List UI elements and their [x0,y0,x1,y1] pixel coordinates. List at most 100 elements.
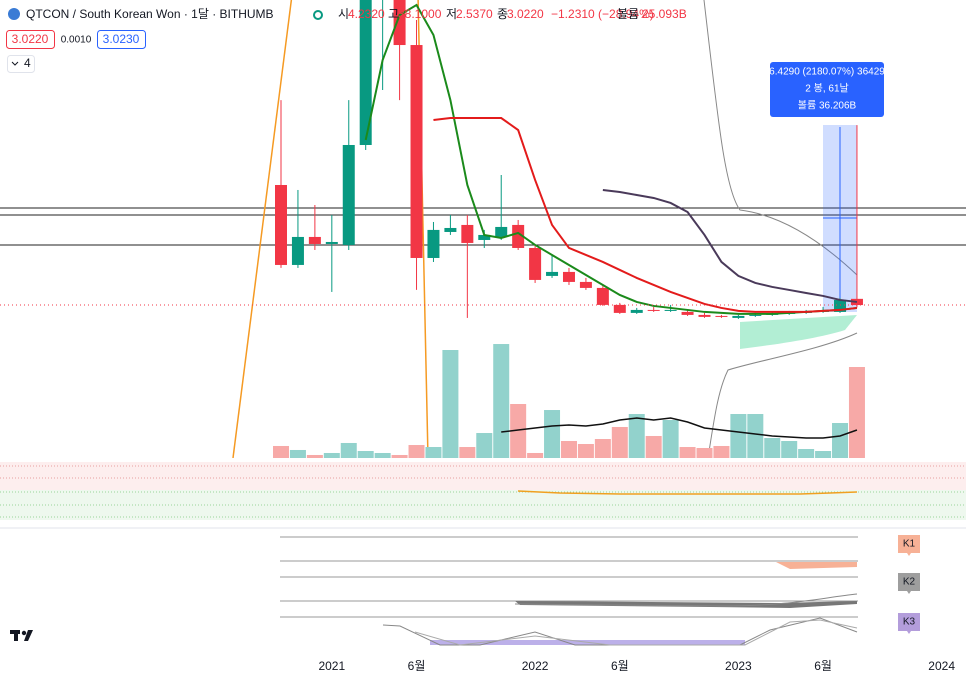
indicator-label: K1 [903,539,916,550]
candle-body [562,271,575,282]
buy-button[interactable] [97,30,146,49]
volume-bar [747,414,764,458]
volume-bar [696,447,713,458]
volume-bar [273,445,289,458]
candle-body [613,304,626,313]
candle-body [630,309,643,313]
indicator-panes [280,536,858,646]
candle-body [715,315,728,317]
candle-body [478,234,491,240]
volume-bar [832,423,849,458]
candle-body [850,298,863,306]
volume-bar [679,447,696,458]
ohlc-label: 시 [338,7,349,21]
candle-body [529,247,542,280]
volume-bar [306,454,323,458]
plot [0,0,966,458]
volume-bar [713,445,730,458]
volume-bar [781,440,798,458]
volume-bar [645,435,662,458]
volume-bar [408,445,425,458]
volume-bar [425,447,442,458]
candle-body [444,227,457,232]
ohlc-label: 저 [446,7,457,21]
volume-bar [798,449,815,458]
volume-bar [442,350,459,458]
measure-text: 36.4290 (2180.07%) 364290 [764,67,891,78]
measure-text: 2 봉, 61날 [805,83,848,95]
x-tick-label: 2022 [522,659,549,673]
sell-button[interactable] [6,30,55,49]
x-tick-label: 6월 [611,659,629,673]
ohlc-label: 종 [497,7,508,21]
spread: 0.0010 [61,35,92,46]
candle-body [427,229,440,258]
symbol[interactable]: QTCON / South Korean Won · 1달 · BITHUMB [26,7,274,21]
indicator-badges [898,535,920,634]
candle-body [393,0,406,46]
ohlc-value: 38.1000 [398,7,442,21]
buy-price[interactable]: 3.0230 [103,32,140,46]
indicators-toggle[interactable] [7,55,35,73]
band-pane [0,462,966,529]
volume-bar [476,433,493,458]
volume-bar [510,404,527,458]
change: −1.2310 (−28.94%) [551,7,654,21]
volume-bar [459,447,476,458]
sell-price[interactable]: 3.0220 [12,32,49,46]
volume-bar [560,440,577,458]
volume-bar [340,442,357,458]
measure-tooltip [770,62,884,117]
volume-bar [577,444,594,458]
volume-bar [493,344,510,458]
candle-body [461,224,474,243]
candle-body [579,281,592,288]
candle-body [681,311,694,315]
candle-body [308,236,321,244]
x-tick-label: 6월 [814,659,832,673]
volume-bar [323,452,340,458]
volume-bar [628,414,645,458]
measure-text: 볼륨 36.206B [798,100,857,112]
indicator-label: K2 [903,577,916,588]
ohlc-value: 2.5370 [456,7,493,21]
volume-bar [527,452,544,458]
candle-body [291,236,304,265]
volume-label: 볼륨 [617,7,639,21]
header: QTCON / South Korean Won · 1달 · BITHUMB … [6,7,687,73]
x-tick-label: 2024 [928,659,955,673]
indicators-count[interactable]: 4 [24,56,31,70]
x-tick-label: 6월 [408,659,426,673]
volume-bar [357,451,374,458]
candle-body [732,315,745,318]
ohlc-value: 4.2320 [348,7,385,21]
logo [10,630,33,641]
candle-body [495,226,508,237]
candle-body [664,309,677,311]
ohlc-value: 3.0220 [507,7,544,21]
ma-line [602,188,858,303]
volume-bar [594,438,611,458]
candle-body [512,224,525,248]
ma-line [364,3,858,315]
x-tick-label: 2023 [725,659,752,673]
volume-bar [374,452,391,458]
volume-bar [815,451,832,458]
ohlc-label: 고 [388,7,399,21]
overlays [232,0,858,458]
volume-bar [848,367,865,458]
measure-arrows [823,127,857,312]
candle-body [546,271,559,276]
candle-body [359,0,372,145]
volume-value: 25.093B [642,7,687,21]
candle-body [410,45,423,258]
volume-bar [289,449,306,458]
volume-bar [611,426,628,458]
drawings [0,207,966,246]
x-tick-label: 2021 [318,659,345,673]
candle-body [275,184,287,265]
volume-bar [730,414,747,458]
volume-bar [391,454,408,458]
candle-body [749,314,762,316]
